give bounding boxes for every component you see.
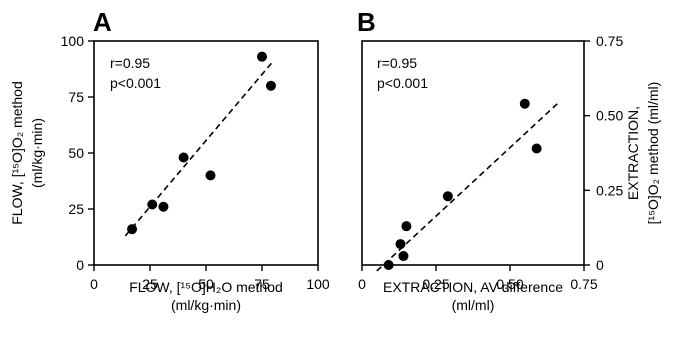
- data-point: [265, 80, 276, 91]
- y-tick-label: 100: [61, 33, 85, 49]
- x-tick-label: 100: [306, 276, 330, 292]
- x-axis-unit: (ml/ml): [452, 297, 495, 313]
- y-tick-label: 75: [68, 89, 84, 105]
- x-tick-label: 0: [90, 276, 98, 292]
- x-tick-label: 0.75: [570, 276, 597, 292]
- y-axis-unit: [¹⁵O]O₂ method (ml/ml): [645, 82, 661, 225]
- data-point: [127, 224, 138, 235]
- y-tick-label: 0.75: [596, 33, 623, 49]
- y-tick-label: 0: [76, 257, 84, 273]
- plot-frame: [361, 40, 585, 266]
- x-tick-label: 50: [198, 276, 214, 292]
- panel-b: B 0 0.25 0.50 0.75 0 0.25 0.50 0.75 EXTRACTION, A…: [357, 7, 661, 313]
- stat-annotation: r=0.95: [110, 55, 150, 71]
- panel-a: A 0 25 50 75 100 0 25 50 75 100 FLOW, [¹⁵O]H₂O meth…: [9, 7, 330, 313]
- x-axis-unit: (ml/kg·min): [171, 297, 241, 313]
- data-point: [442, 191, 453, 202]
- x-tick-label: 0.50: [496, 276, 523, 292]
- data-point: [257, 51, 267, 62]
- stat-annotation: r=0.95: [377, 55, 417, 71]
- data-point: [398, 251, 409, 262]
- data-point: [401, 221, 412, 232]
- data-point: [205, 170, 216, 181]
- x-axis-label: FLOW, [¹⁵O]H₂O method: [129, 279, 283, 295]
- regression-line: [376, 103, 558, 272]
- y-axis-unit: (ml/kg·min): [29, 118, 45, 188]
- data-point: [178, 152, 189, 163]
- x-tick-label: 75: [254, 276, 270, 292]
- data-point: [158, 201, 169, 212]
- data-point: [519, 98, 530, 109]
- data-point: [147, 199, 158, 210]
- y-tick-label: 50: [68, 145, 84, 161]
- y-tick-label: 0: [596, 257, 604, 273]
- y-axis-label: FLOW, [¹⁵O]O₂ method: [9, 81, 25, 225]
- y-axis-label: EXTRACTION,: [625, 106, 641, 200]
- y-tick-label: 25: [68, 201, 84, 217]
- stat-annotation: p<0.001: [110, 75, 161, 91]
- data-point: [531, 143, 542, 154]
- stat-annotation: p<0.001: [377, 75, 428, 91]
- x-tick-label: 0.25: [422, 276, 449, 292]
- panel-letter: A: [93, 7, 112, 37]
- y-tick-label: 0.50: [596, 108, 623, 124]
- x-tick-label: 0: [358, 276, 366, 292]
- panel-letter: B: [357, 7, 376, 37]
- data-point: [383, 260, 394, 270]
- data-point: [395, 239, 406, 250]
- x-axis-label: EXTRACTION, AV-difference: [383, 279, 563, 295]
- y-tick-label: 0.25: [596, 182, 623, 198]
- regression-line: [124, 60, 274, 237]
- x-tick-label: 25: [142, 276, 158, 292]
